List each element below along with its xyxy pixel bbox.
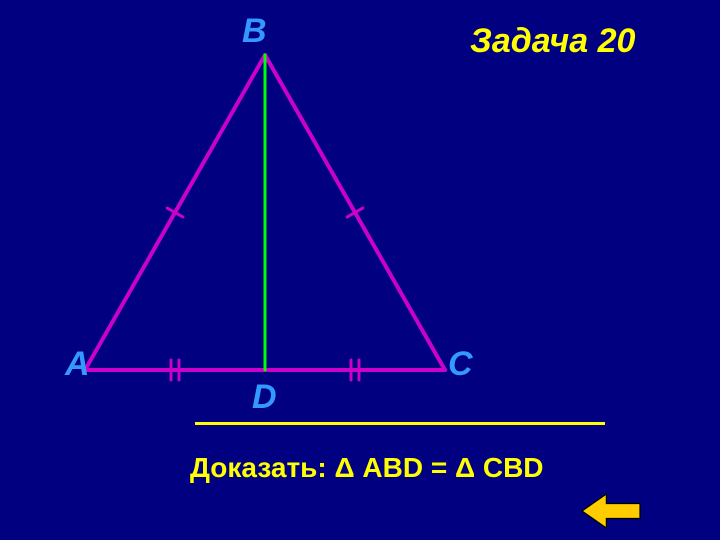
proof-statement: Доказать: Δ АВD = Δ СВD [190,452,544,484]
vertex-label-b: B [242,12,267,51]
vertex-label-c: C [448,345,473,384]
vertex-label-a: A [65,345,90,384]
vertex-label-d: D [252,378,277,417]
underline [195,422,605,425]
